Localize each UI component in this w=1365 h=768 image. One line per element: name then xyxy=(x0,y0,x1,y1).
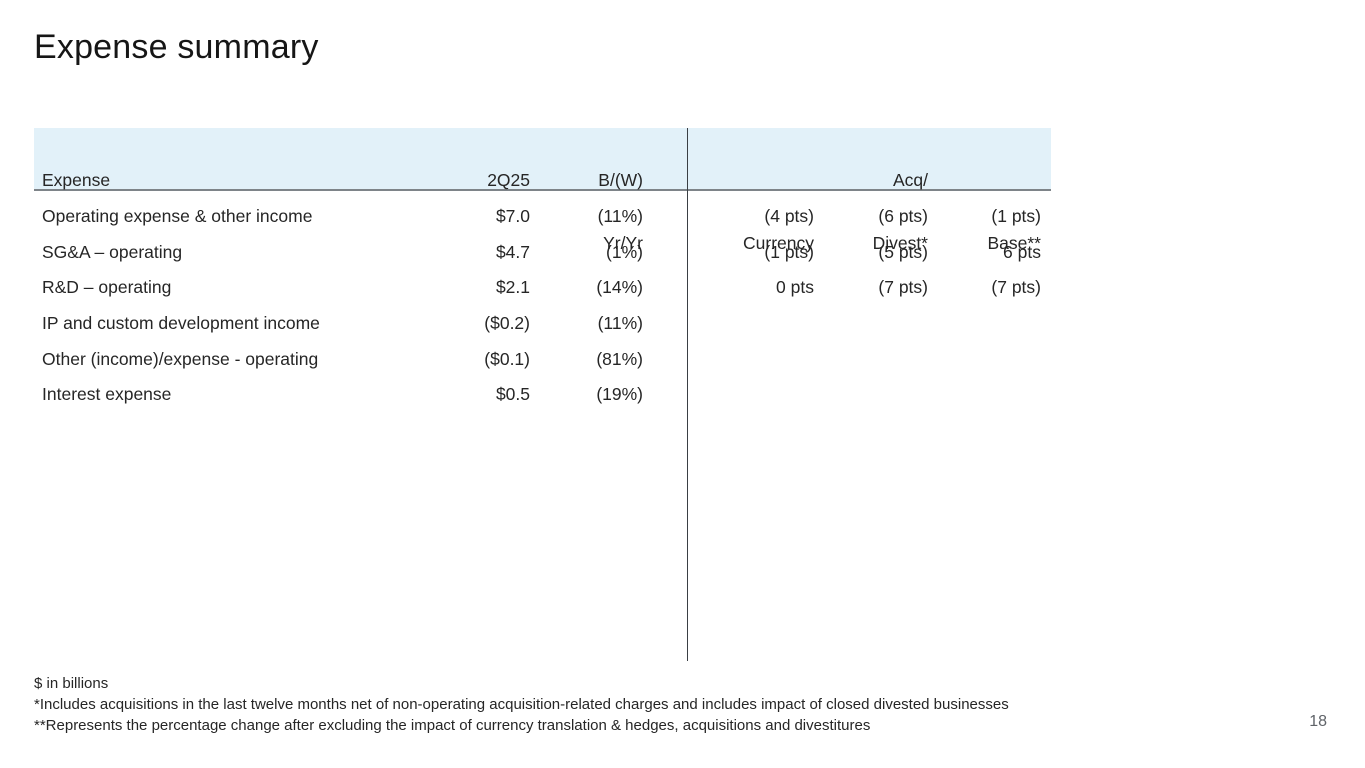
cell-bw: (19%) xyxy=(596,384,643,405)
table-row: Other (income)/expense - operating ($0.1… xyxy=(34,341,1051,377)
cell-expense: Other (income)/expense - operating xyxy=(42,348,319,369)
column-header-acq-line2: Divest* xyxy=(872,233,928,253)
cell-bw: (11%) xyxy=(597,313,643,334)
cell-2q25: $0.5 xyxy=(495,384,530,405)
column-header-base: Base** xyxy=(928,128,1041,296)
cell-expense: IP and custom development income xyxy=(42,313,320,334)
cell-2q25: ($0.1) xyxy=(484,348,530,369)
cell-2q25: $4.7 xyxy=(495,241,530,262)
cell-acq-divest: (7 pts) xyxy=(878,277,928,298)
expense-table: Expense 2Q25 B/(W) Yr/Yr Currency Acq/ D… xyxy=(34,128,1051,413)
table-header-row: Expense 2Q25 B/(W) Yr/Yr Currency Acq/ D… xyxy=(34,128,1051,253)
table-body: Operating expense & other income $7.0 (1… xyxy=(34,191,1051,413)
table-row: IP and custom development income ($0.2) … xyxy=(34,306,1051,342)
table-row: Operating expense & other income $7.0 (1… xyxy=(34,199,1051,235)
footnote-acq-divest: *Includes acquisitions in the last twelv… xyxy=(34,695,1009,713)
column-header-expense-line1: Expense xyxy=(42,170,111,190)
cell-expense: SG&A – operating xyxy=(42,241,183,262)
cell-bw: (1%) xyxy=(606,241,643,262)
column-header-2q25: 2Q25 xyxy=(440,128,530,296)
table-row: SG&A – operating $4.7 (1%) (1 pts) (5 pt… xyxy=(34,235,1051,271)
table-row: R&D – operating $2.1 (14%) 0 pts (7 pts)… xyxy=(34,270,1051,306)
cell-acq-divest: (6 pts) xyxy=(878,206,928,227)
cell-2q25: ($0.2) xyxy=(484,313,530,334)
cell-bw: (14%) xyxy=(596,277,643,298)
cell-currency: 0 pts xyxy=(776,277,814,298)
column-header-expense: Expense xyxy=(34,128,440,296)
column-divider-line xyxy=(687,128,688,661)
column-header-bw-yryr: B/(W) Yr/Yr xyxy=(530,128,643,296)
cell-expense: Interest expense xyxy=(42,384,172,405)
footnotes: $ in billions *Includes acquisitions in … xyxy=(34,674,1009,736)
cell-acq-divest: (5 pts) xyxy=(878,241,928,262)
cell-base: 6 pts xyxy=(1003,241,1041,262)
column-header-bw-line2: Yr/Yr xyxy=(603,233,643,253)
cell-base: (1 pts) xyxy=(991,206,1041,227)
cell-expense: R&D – operating xyxy=(42,277,172,298)
cell-currency: (4 pts) xyxy=(764,206,814,227)
page-title: Expense summary xyxy=(34,28,319,66)
column-header-2q25-line1: 2Q25 xyxy=(487,170,530,190)
column-header-bw-line1: B/(W) xyxy=(598,170,643,190)
cell-bw: (81%) xyxy=(596,348,643,369)
page-number: 18 xyxy=(1309,713,1327,730)
cell-currency: (1 pts) xyxy=(764,241,814,262)
column-header-acq-divest: Acq/ Divest* xyxy=(814,128,928,296)
cell-2q25: $2.1 xyxy=(495,277,530,298)
footnote-dollars-in-billions: $ in billions xyxy=(34,675,109,692)
cell-2q25: $7.0 xyxy=(495,206,530,227)
cell-bw: (11%) xyxy=(597,206,643,227)
column-header-currency-line2: Currency xyxy=(743,233,814,253)
column-header-base-line2: Base** xyxy=(987,233,1041,253)
cell-base: (7 pts) xyxy=(991,277,1041,298)
footnote-base: **Represents the percentage change after… xyxy=(34,716,871,734)
column-header-currency-line1 xyxy=(643,170,814,191)
table-row: Interest expense $0.5 (19%) xyxy=(34,377,1051,413)
column-header-base-line1 xyxy=(928,170,1041,191)
cell-expense: Operating expense & other income xyxy=(42,206,313,227)
column-header-currency: Currency xyxy=(643,128,814,296)
column-header-acq-line1: Acq/ xyxy=(892,170,928,190)
